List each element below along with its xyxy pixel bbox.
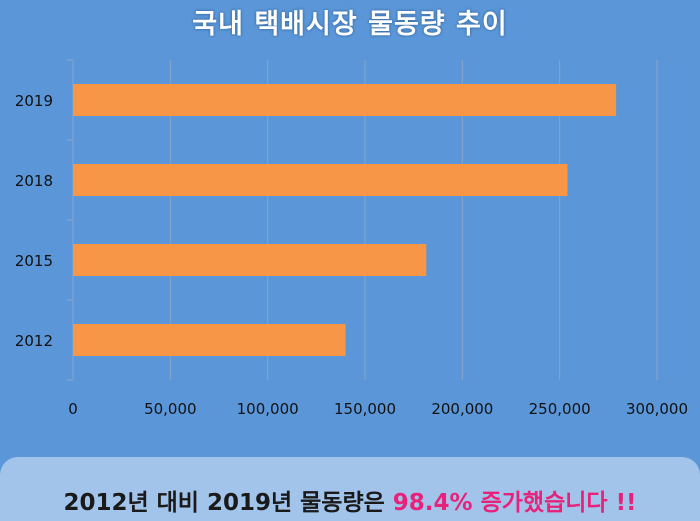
chart-title: 국내 택배시장 물동량 추이 bbox=[192, 9, 508, 40]
x-tick-label: 100,000 bbox=[237, 400, 299, 418]
footer-banner bbox=[0, 457, 700, 521]
y-tick-label: 2019 bbox=[15, 92, 53, 110]
bar-2012 bbox=[73, 324, 346, 356]
bar-chart: 0 50,000 100,000 150,000 200,000 250,000 300,0… bbox=[15, 59, 688, 418]
y-tick-label: 2015 bbox=[15, 252, 53, 270]
bar-2019 bbox=[73, 84, 617, 116]
x-tick-label: 300,000 bbox=[626, 400, 688, 418]
bar-2015 bbox=[73, 244, 427, 276]
bar-2018 bbox=[73, 164, 568, 196]
x-tick-label: 200,000 bbox=[431, 400, 493, 418]
x-tick-label: 50,000 bbox=[144, 400, 197, 418]
y-tick-label: 2018 bbox=[15, 172, 53, 190]
x-tick-label: 0 bbox=[68, 400, 78, 418]
x-tick-label: 250,000 bbox=[529, 400, 591, 418]
footer-text-plain: 2012년 대비 2019년 물동량은 bbox=[63, 490, 393, 516]
footer-message: 2012년 대비 2019년 물동량은 98.4% 증가했습니다 !! bbox=[0, 483, 700, 517]
x-tick-label: 150,000 bbox=[334, 400, 396, 418]
footer-text-highlight: 98.4% 증가했습니다 !! bbox=[392, 490, 637, 516]
y-tick-label: 2012 bbox=[15, 332, 53, 350]
